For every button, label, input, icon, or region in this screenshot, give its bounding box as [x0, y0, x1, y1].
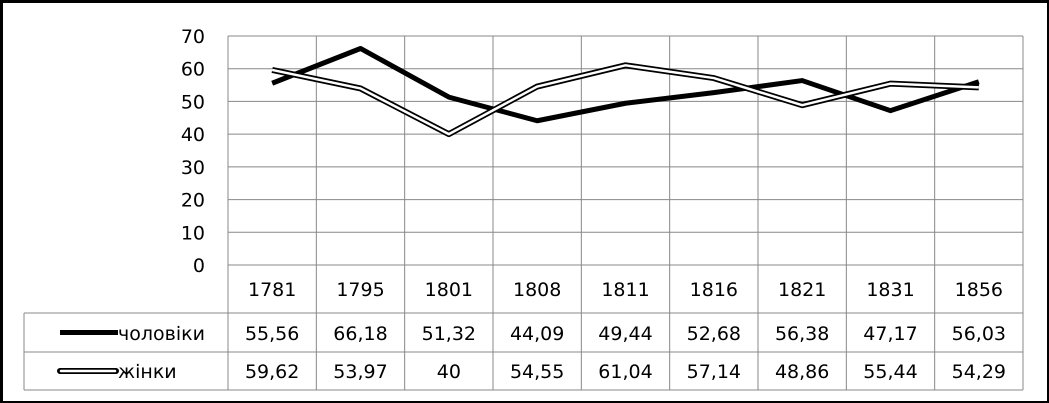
data-label: 47,17	[863, 323, 917, 345]
y-tick-label: 20	[181, 190, 205, 212]
data-label: 54,55	[510, 361, 564, 383]
data-label: 55,44	[863, 361, 917, 383]
legend-label-0: чоловіки	[118, 323, 205, 345]
y-tick-label: 30	[181, 157, 205, 179]
data-label: 53,97	[333, 361, 387, 383]
data-label: 59,62	[245, 361, 299, 383]
series-line-inner-1	[271, 64, 979, 136]
data-label: 57,14	[687, 361, 741, 383]
data-label: 40	[437, 361, 461, 383]
x-category-label: 1801	[425, 279, 473, 301]
x-category-label: 1831	[866, 279, 914, 301]
data-label: 61,04	[598, 361, 652, 383]
y-tick-label: 70	[181, 26, 205, 48]
x-category-label: 1821	[778, 279, 826, 301]
data-label: 44,09	[510, 323, 564, 345]
y-tick-label: 0	[193, 255, 205, 277]
data-label: 49,44	[598, 323, 652, 345]
y-tick-label: 60	[181, 59, 205, 81]
data-label: 55,56	[245, 323, 299, 345]
y-tick-label: 40	[181, 124, 205, 146]
y-tick-label: 10	[181, 222, 205, 244]
series-line-outer-1	[271, 62, 979, 138]
data-label: 56,38	[775, 323, 829, 345]
x-category-label: 1816	[690, 279, 738, 301]
x-category-label: 1856	[955, 279, 1003, 301]
x-category-label: 1781	[248, 279, 296, 301]
data-label: 52,68	[687, 323, 741, 345]
x-category-label: 1795	[336, 279, 384, 301]
data-label: 54,29	[952, 361, 1006, 383]
series-line-0	[271, 45, 980, 124]
data-label: 56,03	[952, 323, 1006, 345]
data-label: 66,18	[333, 323, 387, 345]
data-label: 51,32	[422, 323, 476, 345]
legend-label-1: жінки	[118, 361, 177, 383]
data-label: 48,86	[775, 361, 829, 383]
x-category-label: 1811	[601, 279, 649, 301]
x-category-label: 1808	[513, 279, 561, 301]
y-tick-label: 50	[181, 91, 205, 113]
